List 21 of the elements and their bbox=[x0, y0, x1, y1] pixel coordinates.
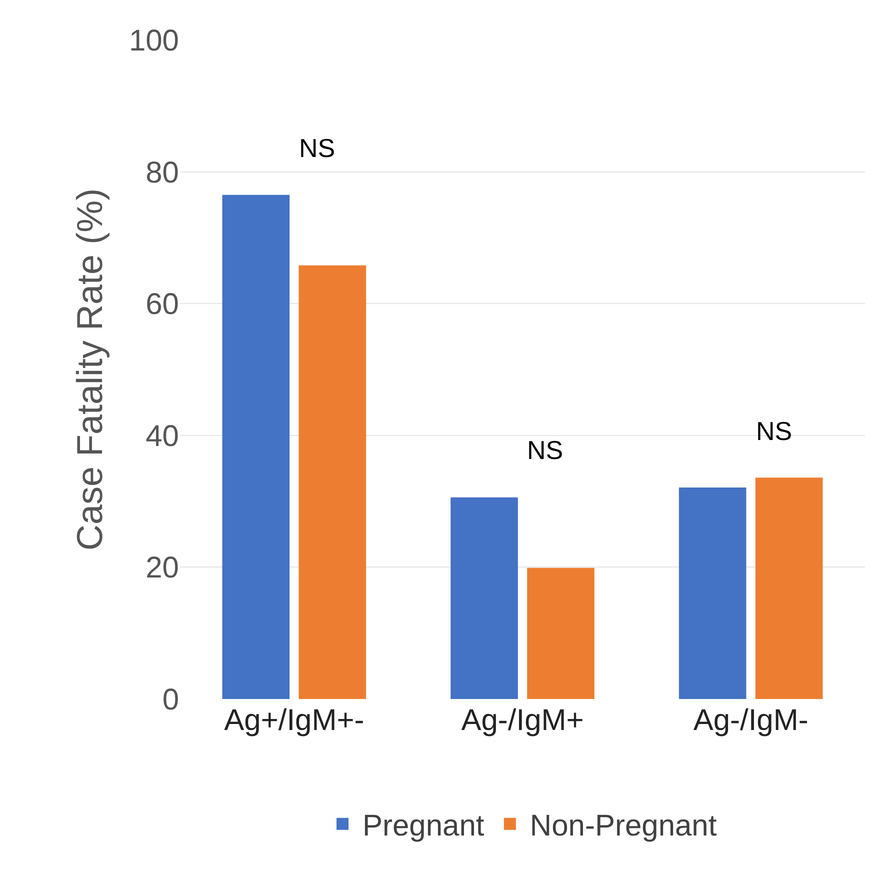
bar bbox=[298, 265, 366, 699]
bar bbox=[222, 194, 290, 699]
y-tick-label: 0 bbox=[162, 684, 179, 716]
x-tick-label: Ag+/IgM+- bbox=[224, 704, 364, 737]
y-axis-title: Case Fatality Rate (%) bbox=[68, 188, 110, 551]
annotation: NS bbox=[756, 416, 792, 446]
annotation: NS bbox=[299, 133, 336, 163]
legend-label: Non-Pregnant bbox=[530, 810, 718, 843]
y-tick-label: 60 bbox=[146, 288, 179, 322]
legend-label: Pregnant bbox=[362, 810, 485, 843]
annotation: NS bbox=[527, 435, 564, 465]
y-tick-label: 40 bbox=[146, 420, 179, 453]
y-tick-label: 80 bbox=[146, 156, 179, 190]
bar bbox=[755, 478, 823, 699]
bar bbox=[450, 497, 518, 699]
x-tick-label: Ag-/IgM+ bbox=[461, 704, 584, 737]
x-tick-label: Ag-/IgM- bbox=[693, 704, 808, 737]
bar bbox=[678, 487, 746, 699]
bar bbox=[527, 568, 594, 699]
y-tick-label: 20 bbox=[146, 552, 179, 585]
y-tick-label: 100 bbox=[128, 24, 179, 58]
